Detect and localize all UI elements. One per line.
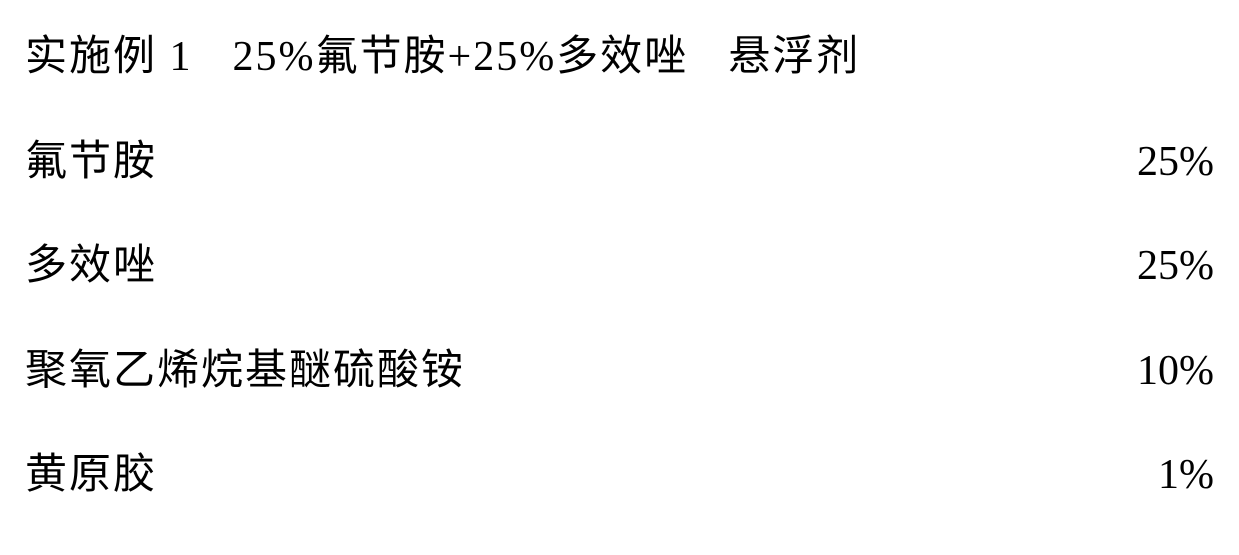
ingredient-row: 黄原胶 1% bbox=[25, 448, 1214, 503]
example-label: 实施例 1 bbox=[25, 30, 193, 85]
title-row: 实施例 1 25%氟节胺+25%多效唑 悬浮剂 bbox=[25, 30, 1214, 85]
ingredient-value: 1% bbox=[1158, 448, 1214, 503]
ingredient-name: 黄原胶 bbox=[25, 448, 157, 503]
formulation-label: 悬浮剂 bbox=[728, 30, 860, 85]
ingredient-name: 多效唑 bbox=[25, 239, 157, 294]
composition-label: 25%氟节胺+25%多效唑 bbox=[233, 30, 689, 85]
ingredient-row: 多效唑 25% bbox=[25, 239, 1214, 294]
ingredient-name: 氟节胺 bbox=[25, 135, 157, 190]
ingredient-name: 聚氧乙烯烷基醚硫酸铵 bbox=[25, 344, 465, 399]
ingredient-value: 25% bbox=[1137, 135, 1214, 190]
ingredient-value: 25% bbox=[1137, 239, 1214, 294]
ingredient-row: 聚氧乙烯烷基醚硫酸铵 10% bbox=[25, 344, 1214, 399]
ingredient-row: 氟节胺 25% bbox=[25, 135, 1214, 190]
ingredient-value: 10% bbox=[1137, 344, 1214, 399]
